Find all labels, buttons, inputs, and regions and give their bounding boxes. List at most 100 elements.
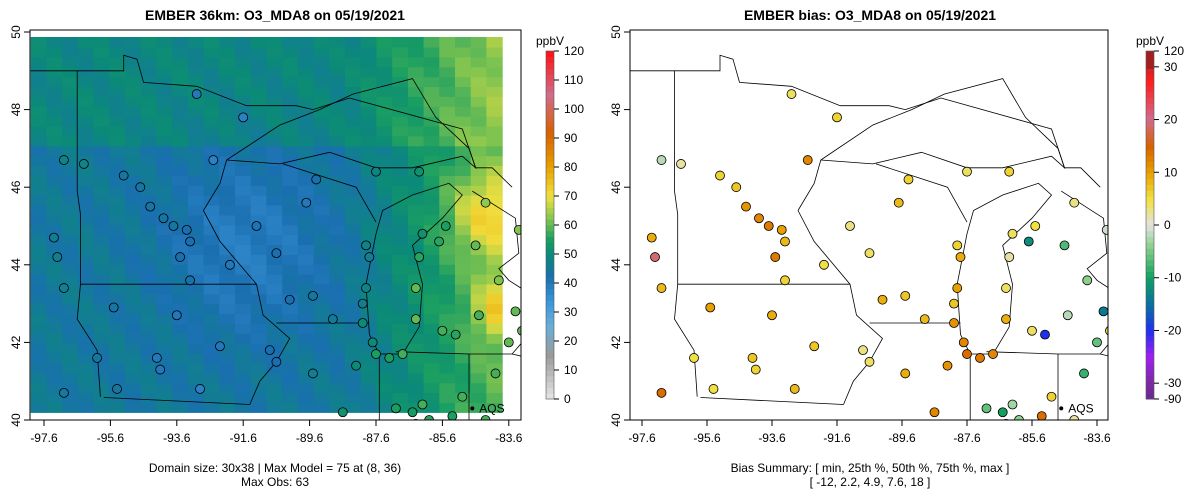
- grid-cell: [140, 66, 157, 78]
- grid-cell: [77, 106, 95, 117]
- grid-cell: [392, 303, 409, 315]
- bias-station-point: [770, 252, 781, 262]
- grid-cell: [62, 392, 79, 403]
- grid-cell: [329, 382, 346, 394]
- colorbar-swatch: [1146, 132, 1154, 139]
- grid-cell: [156, 313, 173, 324]
- grid-cell: [140, 175, 157, 186]
- grid-cell: [156, 333, 173, 344]
- grid-cell: [62, 274, 79, 285]
- grid-cell: [235, 204, 252, 216]
- colorbar-left: ppbV 0 10 20 30 40 50 60 70 80 90 100 110 120: [536, 34, 584, 406]
- grid-cell: [156, 155, 173, 166]
- colorbar-swatch: [546, 323, 554, 330]
- lake-erie: [1100, 353, 1108, 357]
- grid-cell: [30, 274, 47, 285]
- x-tick-label: -91.6: [230, 431, 258, 445]
- grid-cell: [77, 125, 95, 137]
- x-tick-label: -85.6: [1018, 431, 1046, 445]
- grid-cell: [423, 145, 440, 157]
- grid-cell: [470, 224, 487, 236]
- grid-cell: [423, 392, 440, 403]
- grid-cell: [439, 76, 456, 87]
- grid-cell: [46, 106, 63, 117]
- bias-station-point: [1001, 314, 1011, 325]
- grid-cell: [250, 37, 267, 48]
- colorbar-swatch: [546, 335, 554, 342]
- colorbar-tick-label: 120: [1164, 44, 1184, 58]
- grid-cell: [109, 323, 126, 334]
- grid-cell: [392, 96, 409, 107]
- grid-cell: [329, 66, 346, 78]
- grid-cell: [392, 283, 409, 295]
- grid-cell: [77, 362, 95, 374]
- grid-cell: [46, 76, 63, 87]
- grid-cell: [407, 293, 425, 305]
- grid-cell: [30, 343, 47, 354]
- grid-cell: [313, 116, 330, 127]
- grid-cell: [62, 66, 79, 78]
- grid-cell: [329, 303, 346, 315]
- grid-cell: [219, 392, 236, 403]
- grid-cell: [62, 313, 79, 324]
- bias-station-point: [975, 353, 985, 363]
- bias-station-point: [656, 387, 667, 398]
- grid-cell: [62, 37, 79, 48]
- bias-station-point: [780, 275, 790, 286]
- colorbar-swatch: [1146, 143, 1154, 151]
- grid-cell: [313, 66, 330, 78]
- grid-cell: [46, 293, 63, 305]
- grid-cell: [282, 96, 299, 107]
- grid-cell: [109, 165, 126, 176]
- grid-cell: [345, 135, 362, 147]
- grid-cell: [376, 37, 393, 48]
- colorbar-tick-label: -10: [1164, 271, 1182, 285]
- colorbar-tick-label: 90: [564, 131, 578, 145]
- colorbar-swatch: [546, 364, 554, 371]
- grid-cell: [345, 96, 362, 107]
- grid-cell: [93, 274, 110, 285]
- grid-cell: [376, 293, 393, 305]
- grid-cell: [439, 46, 456, 58]
- grid-cell: [77, 343, 95, 354]
- grid-cell: [140, 195, 157, 206]
- grid-cell: [313, 204, 330, 216]
- bias-station-point: [1059, 240, 1070, 251]
- bias-station-point: [1109, 408, 1118, 417]
- grid-cell: [172, 323, 189, 334]
- obs-station-point: [327, 314, 338, 325]
- grid-cell: [219, 343, 236, 354]
- grid-cell: [62, 382, 79, 394]
- grid-cell: [140, 125, 157, 137]
- grid-cell: [266, 106, 283, 117]
- grid-cell: [187, 175, 205, 186]
- michigan-thumb: [1099, 344, 1108, 355]
- grid-cell: [360, 106, 377, 117]
- obs-station-point: [49, 232, 59, 243]
- grid-cell: [46, 135, 63, 147]
- obs-station-point: [238, 112, 249, 123]
- obs-station-point: [271, 248, 282, 259]
- grid-cell: [156, 66, 173, 78]
- grid-cell: [455, 264, 472, 275]
- grid-cell: [125, 155, 142, 166]
- grid-cell: [125, 76, 142, 87]
- grid-cell: [313, 392, 330, 403]
- grid-cell: [360, 303, 377, 315]
- grid-cell: [313, 372, 330, 384]
- obs-station-point: [118, 170, 129, 181]
- colorbar-swatch: [1146, 283, 1154, 290]
- obs-station-point: [371, 349, 381, 359]
- grid-cell: [219, 116, 236, 127]
- grid-cell: [329, 46, 346, 58]
- obs-station-point: [407, 407, 418, 418]
- grid-cell: [172, 76, 189, 87]
- grid-cell: [282, 303, 299, 315]
- grid-cell: [250, 382, 267, 394]
- grid-cell: [282, 145, 299, 157]
- bias-station-point: [650, 252, 660, 262]
- obs-station-point: [301, 197, 312, 208]
- grid-cell: [203, 86, 220, 97]
- grid-cell: [439, 204, 456, 216]
- grid-cell: [156, 293, 173, 305]
